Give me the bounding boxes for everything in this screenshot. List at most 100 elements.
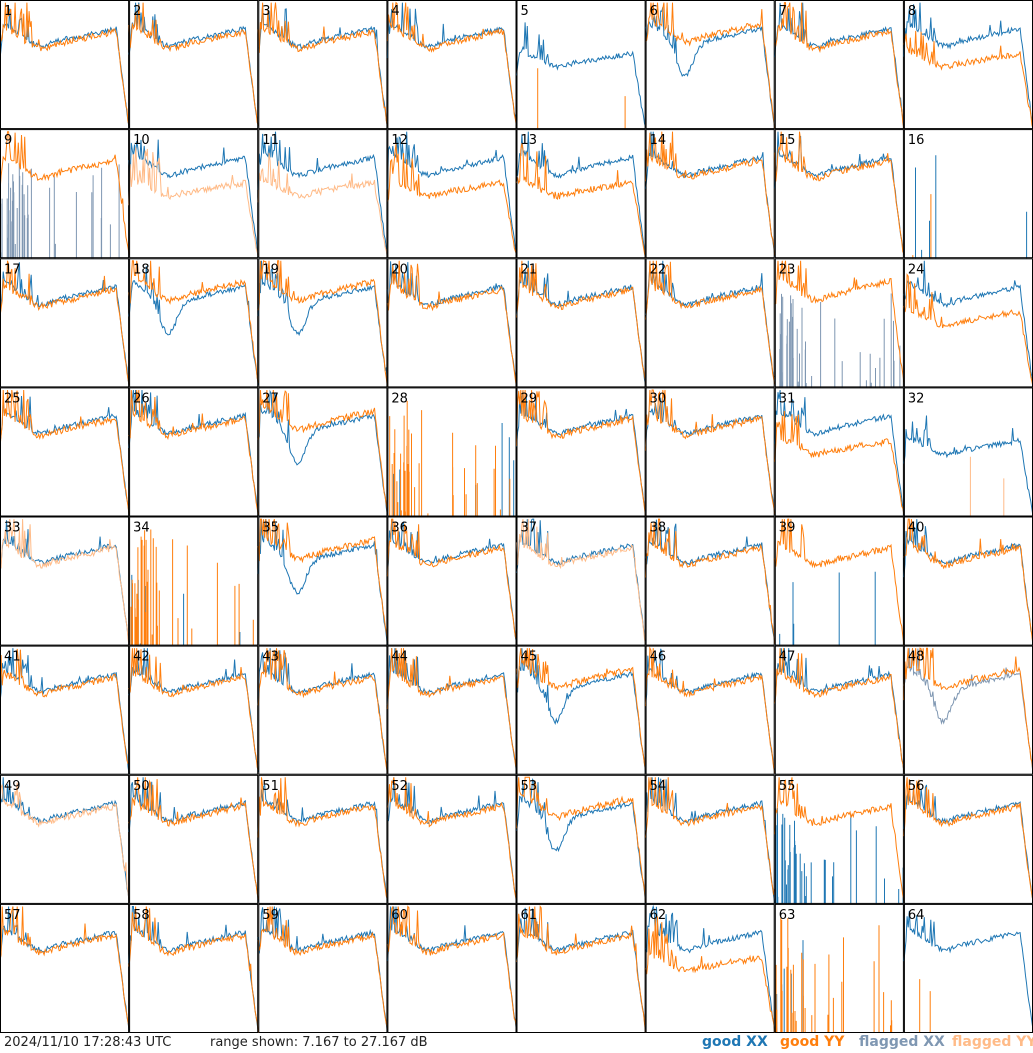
panel-51: 51 xyxy=(257,774,388,904)
panel-3: 3 xyxy=(257,0,388,130)
panel-frame xyxy=(516,258,646,388)
series-xx-40 xyxy=(903,519,1033,645)
legend-good-yy: good YY xyxy=(780,1034,845,1050)
panel-frame xyxy=(645,903,775,1033)
series-yy-7 xyxy=(774,2,905,130)
panel-frame xyxy=(516,516,646,646)
panel-label: 25 xyxy=(4,391,21,406)
panel-label: 12 xyxy=(391,133,408,148)
series-yy-40 xyxy=(903,518,1033,646)
panel-11: 11 xyxy=(257,129,388,259)
panel-label: 45 xyxy=(521,650,538,665)
series-yy-61 xyxy=(516,905,647,1033)
panel-frame xyxy=(0,645,130,775)
panel-label: 64 xyxy=(908,908,925,923)
series-yy-29 xyxy=(516,389,647,517)
panel-label: 8 xyxy=(908,4,916,19)
panel-frame xyxy=(774,645,904,775)
panel-52: 52 xyxy=(386,774,517,904)
panel-frame xyxy=(129,129,259,259)
series-xx-52 xyxy=(387,777,517,900)
panel-45: 45 xyxy=(516,645,647,775)
series-yy-60 xyxy=(386,905,517,1031)
series-xx-5 xyxy=(516,22,647,128)
legend-good-xx: good XX xyxy=(702,1034,768,1050)
series-yy-34 xyxy=(130,529,254,646)
panel-6: 6 xyxy=(645,0,776,130)
panel-frame xyxy=(0,258,130,388)
series-yy-17 xyxy=(0,260,130,385)
panel-label: 14 xyxy=(650,133,667,148)
series-yy-21 xyxy=(516,260,647,384)
panel-33: 33 xyxy=(0,516,130,646)
series-yy-50 xyxy=(128,777,259,900)
series-yy-51 xyxy=(257,777,388,899)
series-xx-46 xyxy=(645,648,776,771)
panel-49: 49 xyxy=(0,774,130,904)
panel-frame xyxy=(645,516,775,646)
panel-frame xyxy=(387,129,517,259)
panel-42: 42 xyxy=(128,645,259,775)
panel-frame xyxy=(645,387,775,517)
panel-label: 31 xyxy=(779,391,796,406)
panel-54: 54 xyxy=(645,774,776,904)
panel-38: 38 xyxy=(645,516,776,646)
series-xx-17 xyxy=(0,262,130,386)
panel-label: 24 xyxy=(908,262,925,277)
series-yy-45 xyxy=(516,648,647,770)
panel-frame xyxy=(645,774,775,904)
series-yy-49 xyxy=(0,782,130,903)
series-yy-25 xyxy=(0,389,130,516)
series-xx-60 xyxy=(386,906,517,1032)
panel-label: 46 xyxy=(650,650,667,665)
panel-21: 21 xyxy=(516,258,647,388)
panel-label: 26 xyxy=(133,391,150,406)
series-yy-33 xyxy=(0,519,130,646)
panel-frame xyxy=(0,0,130,130)
panel-label: 18 xyxy=(133,262,150,277)
panel-frame xyxy=(516,645,646,775)
series-yy-44 xyxy=(386,648,517,771)
series-xx-10 xyxy=(128,139,259,258)
panel-53: 53 xyxy=(516,774,647,904)
series-xx-16 xyxy=(915,155,1028,259)
panel-frame xyxy=(258,645,388,775)
series-yy-4 xyxy=(386,1,517,127)
panel-63: 63 xyxy=(774,903,904,1033)
series-yy-52 xyxy=(386,777,517,902)
series-xx-36 xyxy=(386,519,517,644)
panel-frame xyxy=(0,516,130,646)
panel-label: 52 xyxy=(391,779,408,794)
panel-frame xyxy=(903,0,1033,130)
series-yy-23 xyxy=(774,260,905,383)
series-yy-55 xyxy=(774,777,905,901)
series-yy-8 xyxy=(903,30,1033,130)
legend-flagged-yy: flagged YY xyxy=(952,1034,1033,1050)
panel-label: 35 xyxy=(262,521,279,536)
series-yy-24 xyxy=(903,273,1033,388)
panel-label: 60 xyxy=(391,908,408,923)
panel-36: 36 xyxy=(386,516,517,646)
panel-frame xyxy=(258,516,388,646)
panel-frame xyxy=(645,129,775,259)
panel-label: 20 xyxy=(391,262,408,277)
series-xx-6 xyxy=(645,7,776,129)
panel-4: 4 xyxy=(386,0,517,130)
panel-label: 28 xyxy=(391,391,408,406)
panel-frame xyxy=(516,774,646,904)
panel-1: 1 xyxy=(0,0,130,130)
series-yy-20 xyxy=(386,260,517,388)
series-xx-12 xyxy=(386,131,517,258)
panel-frame xyxy=(387,903,517,1033)
panel-label: 15 xyxy=(779,133,796,148)
panel-frame xyxy=(645,645,775,775)
series-xx-30 xyxy=(645,394,776,516)
panel-34: 34 xyxy=(129,516,259,646)
panel-13: 13 xyxy=(516,129,647,259)
series-xx-61 xyxy=(516,907,647,1030)
series-yy-5 xyxy=(537,68,626,130)
series-yy-26 xyxy=(128,389,259,515)
panel-label: 29 xyxy=(521,391,538,406)
series-xx-37 xyxy=(516,518,647,641)
panel-35: 35 xyxy=(257,516,388,646)
